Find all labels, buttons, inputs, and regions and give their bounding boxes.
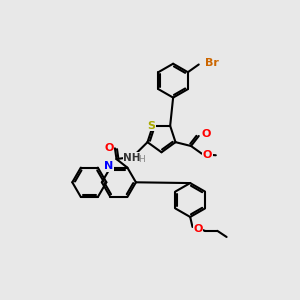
Text: O: O — [193, 224, 203, 234]
Text: N: N — [104, 161, 113, 171]
Text: S: S — [147, 121, 155, 131]
Text: O: O — [201, 129, 211, 139]
Text: O: O — [202, 150, 212, 160]
Text: Br: Br — [205, 58, 219, 68]
Text: H: H — [138, 155, 145, 164]
Text: NH: NH — [123, 153, 141, 163]
Text: O: O — [104, 143, 113, 153]
